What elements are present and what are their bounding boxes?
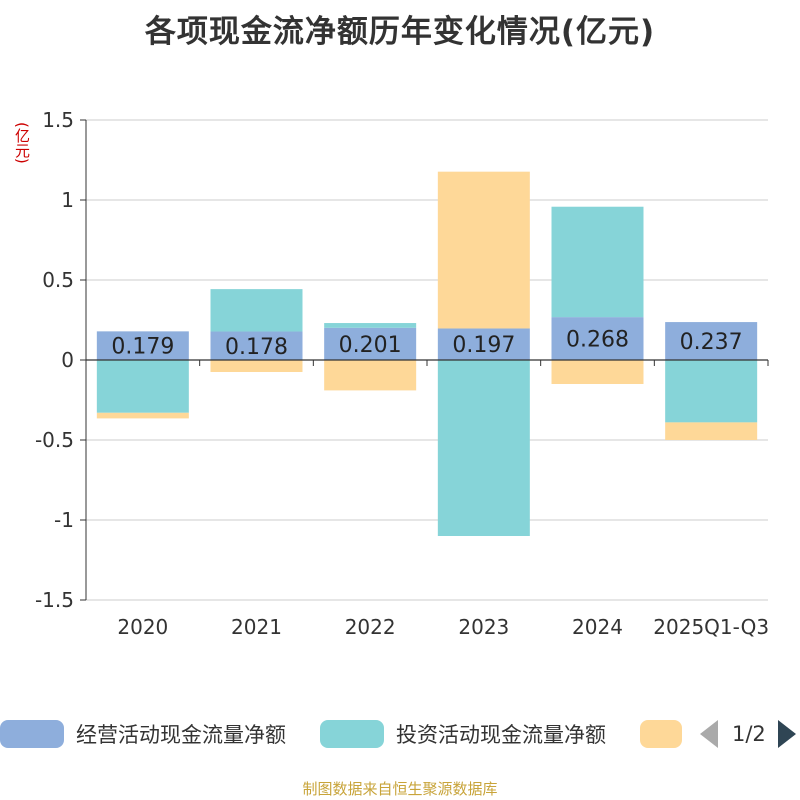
bar-operating (551, 317, 644, 360)
bar-operating (324, 327, 417, 360)
legend-prev-page-icon[interactable] (700, 720, 718, 748)
y-tick-label: -1 (54, 508, 74, 532)
source-note: 制图数据来自恒生聚源数据库 (302, 780, 498, 798)
y-tick-label: 1 (61, 188, 74, 212)
y-axis-unit-label: (亿元) (13, 122, 31, 164)
data-label: 0.268 (566, 328, 629, 353)
legend-pager: 1/2 (700, 716, 796, 752)
data-label: 0.178 (225, 335, 288, 360)
bar-third-series (324, 360, 417, 391)
y-tick-label: 0 (61, 348, 74, 372)
data-label: 0.201 (339, 333, 402, 358)
y-tick-label: 1.5 (42, 108, 74, 132)
bar-investing (437, 360, 530, 536)
legend-next-page-icon[interactable] (777, 720, 796, 748)
legend: 经营活动现金流量净额 投资活动现金流量净额 1/2 (0, 716, 800, 752)
bar-operating (210, 331, 303, 360)
legend-label-investing: 投资活动现金流量净额 (396, 723, 606, 747)
bar-third-series (665, 422, 758, 440)
bar-investing (665, 360, 758, 423)
bar-third-series (96, 412, 189, 419)
x-tick-label: 2020 (117, 615, 168, 639)
bar-operating (96, 331, 189, 360)
chart-title: 各项现金流净额历年变化情况(亿元) (144, 14, 656, 50)
x-tick-label: 2024 (572, 615, 623, 639)
data-label: 0.197 (452, 333, 515, 358)
x-tick-label: 2023 (458, 615, 509, 639)
bar-third-series (210, 360, 303, 372)
bar-third-series (437, 171, 530, 329)
bar-investing (551, 206, 644, 318)
bar-investing (210, 289, 303, 332)
bar-third-series (551, 360, 644, 384)
legend-swatch-operating (0, 720, 64, 748)
legend-item-third-series[interactable] (640, 716, 682, 752)
data-label: 0.179 (111, 335, 174, 360)
legend-label-operating: 经营活动现金流量净额 (76, 723, 286, 747)
y-tick-label: -0.5 (35, 428, 74, 452)
bar-investing (324, 323, 417, 328)
x-tick-label: 2021 (231, 615, 282, 639)
bar-operating (437, 328, 530, 360)
data-label: 0.237 (680, 330, 743, 355)
legend-page-indicator: 1/2 (732, 722, 766, 746)
legend-item-investing[interactable]: 投资活动现金流量净额 (320, 716, 606, 752)
stacked-bar-chart: 1.5 1 0.5 0 -0.5 -1 -1.5 2020 2021 2022 2023 2024 20… (35, 108, 769, 639)
x-tick-label: 2022 (345, 615, 396, 639)
legend-swatch-third-series (640, 720, 682, 748)
bar-operating (665, 322, 758, 360)
legend-item-operating[interactable]: 经营活动现金流量净额 (0, 716, 286, 752)
x-tick-label: 2025Q1-Q3 (653, 615, 769, 639)
bar-investing (96, 360, 189, 413)
legend-swatch-investing (320, 720, 384, 748)
y-tick-label: 0.5 (42, 268, 74, 292)
y-tick-label: -1.5 (35, 588, 74, 612)
